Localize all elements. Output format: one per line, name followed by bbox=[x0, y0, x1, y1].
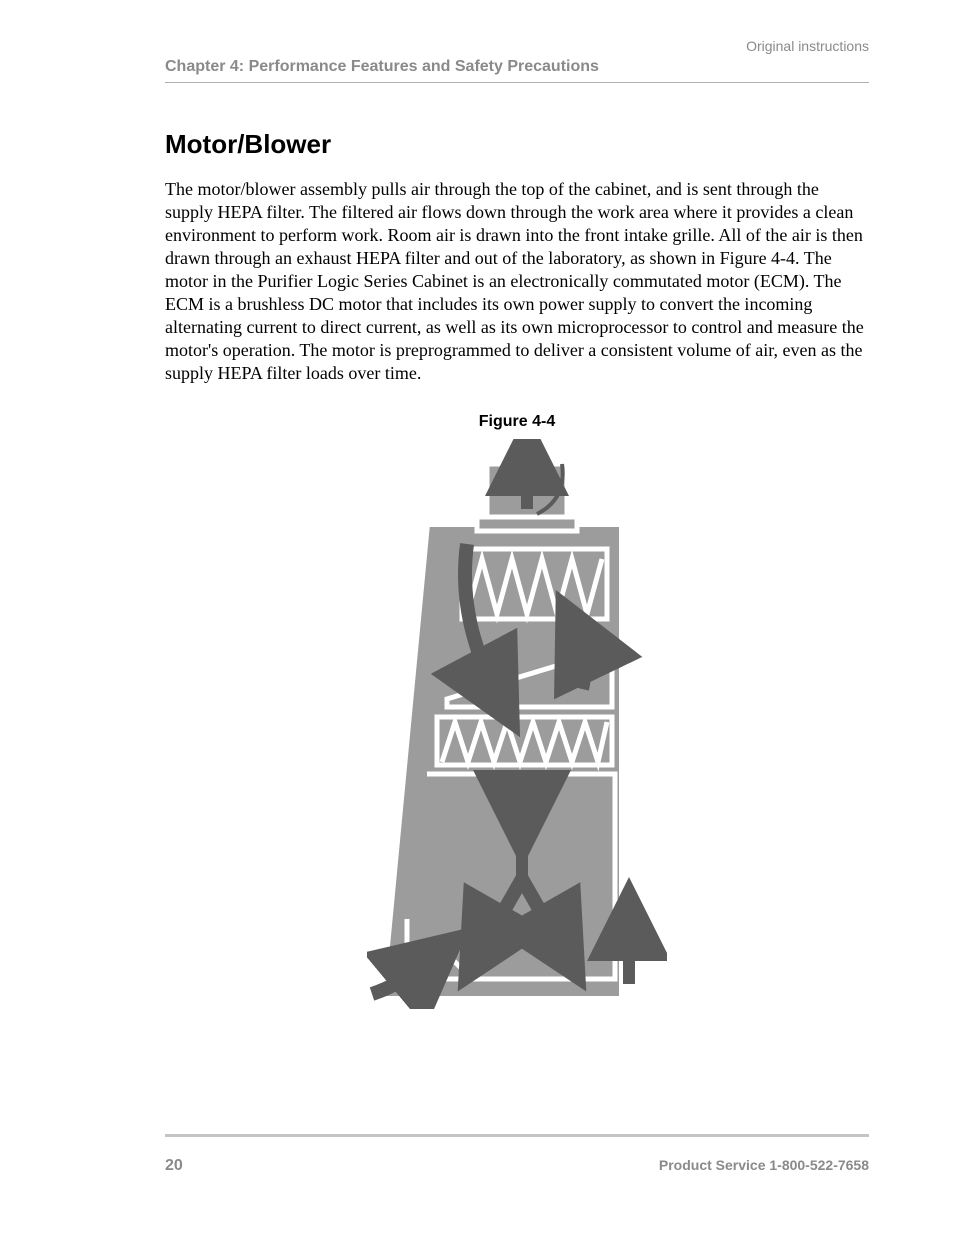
figure-label: Figure 4-4 bbox=[165, 413, 869, 431]
page-number: 20 bbox=[165, 1157, 183, 1175]
chapter-header: Chapter 4: Performance Features and Safe… bbox=[165, 58, 869, 82]
section-title: Motor/Blower bbox=[165, 129, 869, 160]
footer-service: Product Service 1-800-522-7658 bbox=[659, 1157, 869, 1173]
arrow-up-to-exhaust bbox=[577, 634, 585, 689]
footer-rule bbox=[165, 1134, 869, 1137]
header-rule bbox=[165, 82, 869, 83]
figure-4-4 bbox=[165, 439, 869, 1009]
body-paragraph: The motor/blower assembly pulls air thro… bbox=[165, 178, 869, 385]
exhaust-cap bbox=[477, 517, 577, 531]
airflow-diagram-svg bbox=[367, 439, 667, 1009]
original-instructions-label: Original instructions bbox=[746, 38, 869, 54]
